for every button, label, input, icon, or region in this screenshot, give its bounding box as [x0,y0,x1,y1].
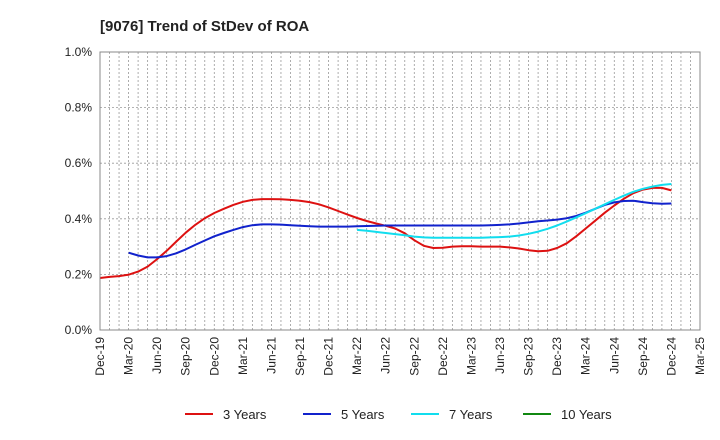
x-tick-label: Mar-20 [122,337,136,375]
y-tick-label: 0.8% [65,101,93,115]
legend-label: 7 Years [449,407,493,422]
x-tick-label: Jun-22 [379,337,393,374]
chart-title: [9076] Trend of StDev of ROA [100,18,309,35]
series-line-7-years [357,183,672,239]
x-tick-label: Dec-21 [322,337,336,376]
legend-label: 5 Years [341,407,385,422]
legend-label: 10 Years [561,407,612,422]
legend: 3 Years 5 Years 7 Years 10 Years [185,407,612,422]
plot-frame [99,51,701,331]
grid [100,52,700,330]
legend-label: 3 Years [223,407,267,422]
x-tick-label: Mar-23 [464,337,478,375]
y-axis-ticks: 0.0% 0.2% 0.4% 0.6% 0.8% 1.0% [65,45,93,337]
series-line-5-years [128,199,672,259]
x-tick-label: Dec-20 [207,337,221,376]
x-tick-label: Dec-22 [436,337,450,376]
y-tick-label: 0.6% [65,156,93,170]
x-tick-label: Dec-23 [550,337,564,376]
x-tick-label: Dec-24 [664,337,678,376]
y-tick-label: 0.0% [65,323,93,337]
x-tick-label: Sep-23 [522,337,536,376]
x-tick-label: Sep-24 [636,337,650,376]
y-tick-label: 0.2% [65,267,93,281]
y-tick-label: 0.4% [65,212,93,226]
x-tick-label: Mar-24 [579,337,593,375]
x-tick-label: Mar-21 [236,337,250,375]
x-axis-ticks: Dec-19 Mar-20 Jun-20 Sep-20 Dec-20 Mar-21 Jun-… [93,337,707,376]
series-lines [99,183,672,279]
x-tick-label: Sep-21 [293,337,307,376]
y-tick-label: 1.0% [65,45,93,59]
x-tick-label: Mar-22 [350,337,364,375]
x-tick-label: Jun-24 [607,337,621,374]
x-tick-label: Sep-22 [407,337,421,376]
x-tick-label: Sep-20 [179,337,193,376]
x-tick-label: Jun-21 [264,337,278,374]
x-tick-label: Jun-20 [150,337,164,374]
x-tick-label: Jun-23 [493,337,507,374]
x-tick-label: Mar-25 [693,337,707,375]
x-tick-label: Dec-19 [93,337,107,376]
